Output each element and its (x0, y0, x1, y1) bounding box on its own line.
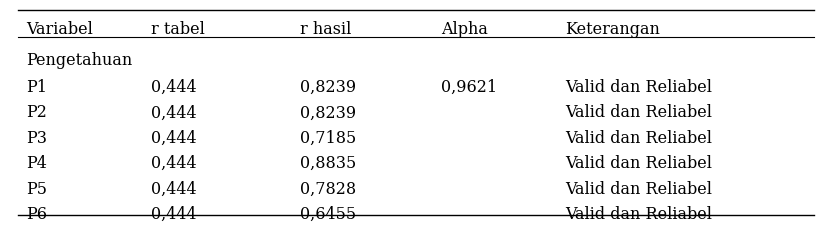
Text: Valid dan Reliabel: Valid dan Reliabel (565, 180, 712, 197)
Text: P1: P1 (27, 79, 47, 96)
Text: 0,9621: 0,9621 (441, 79, 497, 96)
Text: Alpha: Alpha (441, 21, 488, 38)
Text: 0,444: 0,444 (151, 155, 196, 172)
Text: P3: P3 (27, 129, 47, 146)
Text: Valid dan Reliabel: Valid dan Reliabel (565, 155, 712, 172)
Text: Pengetahuan: Pengetahuan (27, 52, 132, 69)
Text: 0,7828: 0,7828 (300, 180, 356, 197)
Text: 0,444: 0,444 (151, 79, 196, 96)
Text: Valid dan Reliabel: Valid dan Reliabel (565, 129, 712, 146)
Text: 0,8239: 0,8239 (300, 104, 356, 121)
Text: Valid dan Reliabel: Valid dan Reliabel (565, 104, 712, 121)
Text: 0,444: 0,444 (151, 205, 196, 222)
Text: 0,444: 0,444 (151, 104, 196, 121)
Text: 0,8835: 0,8835 (300, 155, 356, 172)
Text: r hasil: r hasil (300, 21, 351, 38)
Text: P4: P4 (27, 155, 47, 172)
Text: P6: P6 (27, 205, 47, 222)
Text: 0,444: 0,444 (151, 180, 196, 197)
Text: r tabel: r tabel (151, 21, 205, 38)
Text: P2: P2 (27, 104, 47, 121)
Text: 0,8239: 0,8239 (300, 79, 356, 96)
Text: Variabel: Variabel (27, 21, 93, 38)
Text: Valid dan Reliabel: Valid dan Reliabel (565, 79, 712, 96)
Text: 0,7185: 0,7185 (300, 129, 356, 146)
Text: Valid dan Reliabel: Valid dan Reliabel (565, 205, 712, 222)
Text: 0,6455: 0,6455 (300, 205, 356, 222)
Text: 0,444: 0,444 (151, 129, 196, 146)
Text: Keterangan: Keterangan (565, 21, 660, 38)
Text: P5: P5 (27, 180, 47, 197)
